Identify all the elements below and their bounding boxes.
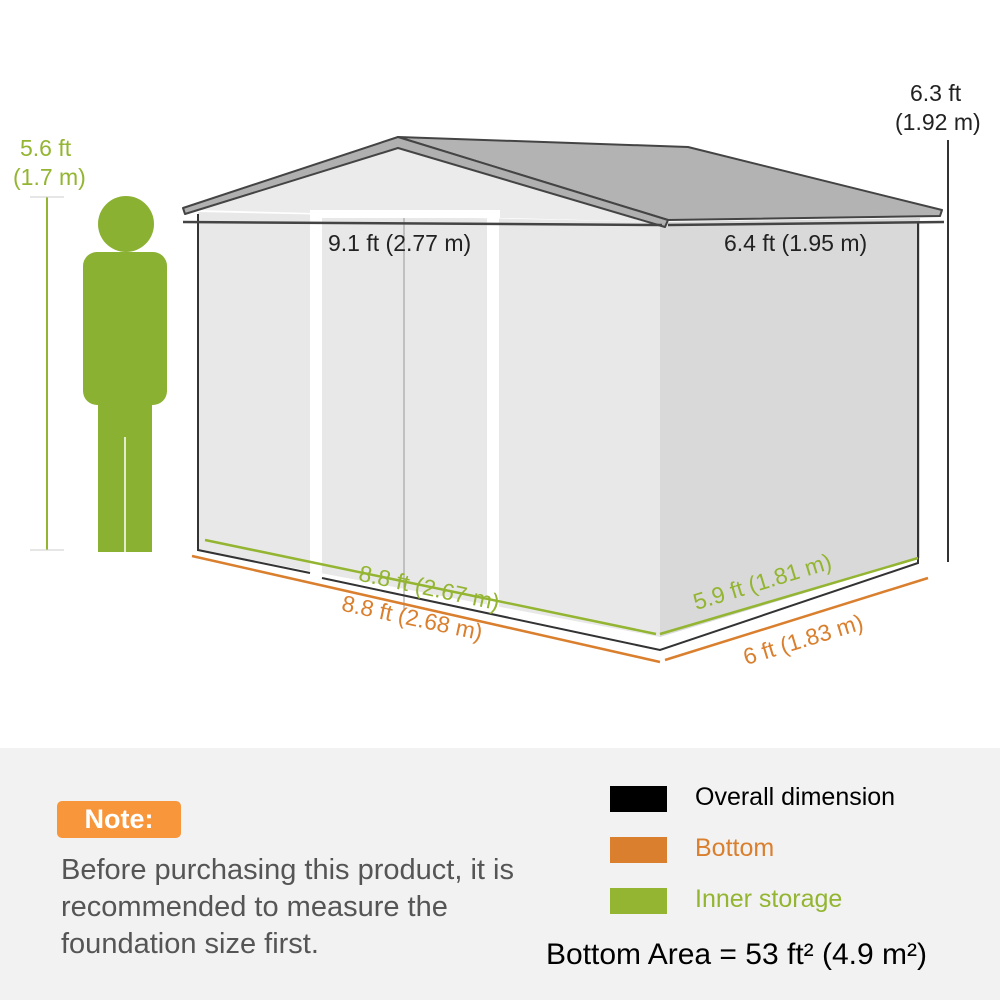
bottom-area: Bottom Area = 53 ft² (4.9 m²) [546, 938, 927, 971]
legend-label-inner: Inner storage [695, 885, 843, 913]
side-wall [660, 218, 920, 637]
bottom-depth-line [664, 576, 929, 662]
person-height-ft: 5.6 ft [20, 135, 72, 161]
door-frame-left [310, 214, 322, 594]
overall-depth-label: 6.4 ft (1.95 m) [724, 230, 868, 256]
person-height-line [30, 196, 64, 551]
gable [198, 148, 660, 222]
legend-label-overall: Overall dimension [695, 783, 896, 811]
legend-swatch-bottom [610, 837, 667, 863]
note-text: Before purchasing this product, it is re… [61, 854, 514, 960]
overall-width-line [182, 220, 663, 227]
legend-label-bottom: Bottom [695, 834, 775, 862]
inner-width-line [204, 538, 657, 636]
legend-swatch-overall [610, 786, 667, 812]
overall-height-m: (1.92 m) [895, 109, 981, 135]
overall-depth-line [667, 220, 945, 227]
inner-depth-line [659, 556, 919, 636]
note-badge: Note: [57, 801, 181, 838]
info-panel [0, 748, 1000, 1000]
legend-swatch-inner [610, 888, 667, 914]
person-height-m: (1.7 m) [13, 164, 86, 190]
door-frame-right [487, 218, 499, 618]
bottom-width-line [191, 554, 661, 664]
roof-front-edge [182, 136, 669, 228]
overall-width-label: 9.1 ft (2.77 m) [328, 230, 472, 256]
overall-height-ft: 6.3 ft [910, 80, 962, 106]
